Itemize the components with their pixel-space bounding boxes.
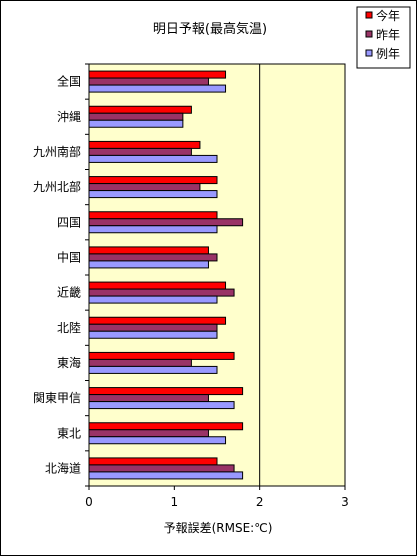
legend-label-昨年: 昨年 (376, 28, 400, 42)
bar-例年-近畿 (88, 295, 218, 304)
bar-昨年-近畿 (88, 288, 235, 297)
bar-例年-東海 (88, 365, 218, 374)
bar-今年-北海道 (88, 457, 218, 466)
bar-昨年-関東甲信 (88, 394, 209, 403)
bar-layer (88, 70, 244, 480)
bar-今年-近畿 (88, 281, 227, 290)
value-axis: 0 1 2 3 (85, 486, 349, 509)
category-label: 北陸 (57, 321, 81, 335)
bar-昨年-四国 (88, 218, 244, 227)
category-label: 四国 (57, 215, 81, 229)
value-tick-label: 2 (256, 495, 264, 509)
bar-昨年-沖縄 (88, 112, 184, 121)
bar-昨年-北海道 (88, 464, 235, 473)
bar-昨年-九州北部 (88, 183, 201, 192)
category-label: 東北 (57, 426, 81, 440)
bar-例年-東北 (88, 436, 227, 445)
bar-例年-沖縄 (88, 119, 184, 128)
bar-今年-北陸 (88, 316, 227, 325)
bar-今年-四国 (88, 211, 218, 220)
chart-title: 明日予報(最高気温) (153, 21, 267, 37)
bar-今年-九州南部 (88, 140, 201, 149)
bar-昨年-中国 (88, 253, 218, 262)
bar-例年-北海道 (88, 471, 244, 480)
bar-今年-東北 (88, 422, 244, 431)
bar-例年-九州北部 (88, 190, 218, 199)
bar-昨年-東北 (88, 429, 209, 438)
legend-swatch-例年 (365, 49, 373, 57)
category-label: 関東甲信 (33, 391, 81, 405)
category-label: 九州北部 (33, 179, 81, 194)
value-tick-label: 1 (171, 495, 179, 509)
category-label: 沖縄 (57, 109, 81, 124)
legend-swatch-今年 (365, 11, 373, 19)
value-tick-label: 0 (85, 495, 93, 509)
bar-昨年-北陸 (88, 323, 218, 332)
bar-例年-北陸 (88, 330, 218, 339)
value-tick-label: 3 (341, 495, 349, 509)
bar-今年-関東甲信 (88, 387, 244, 396)
bar-例年-九州南部 (88, 154, 218, 163)
legend-label-今年: 今年 (376, 8, 400, 23)
bar-昨年-全国 (88, 77, 209, 86)
legend-label-例年: 例年 (376, 47, 400, 61)
bar-例年-関東甲信 (88, 401, 235, 410)
bar-今年-中国 (88, 246, 209, 255)
category-label: 東海 (57, 355, 81, 370)
bar-昨年-九州南部 (88, 147, 192, 156)
bar-昨年-東海 (88, 358, 192, 367)
category-label: 全国 (57, 74, 81, 89)
category-label: 九州南部 (33, 144, 81, 159)
legend-swatch-昨年 (365, 30, 373, 38)
category-label: 中国 (57, 249, 81, 264)
bar-今年-全国 (88, 70, 227, 79)
bar-例年-全国 (88, 84, 227, 93)
plot-area (88, 63, 346, 487)
x-axis-label: 予報誤差(RMSE:℃) (164, 520, 273, 535)
bar-今年-東海 (88, 351, 235, 360)
bar-例年-四国 (88, 225, 218, 234)
bar-今年-沖縄 (88, 105, 192, 114)
bar-例年-中国 (88, 260, 209, 269)
bar-今年-九州北部 (88, 176, 218, 185)
category-label: 近畿 (57, 286, 81, 300)
category-label: 北海道 (45, 460, 81, 475)
